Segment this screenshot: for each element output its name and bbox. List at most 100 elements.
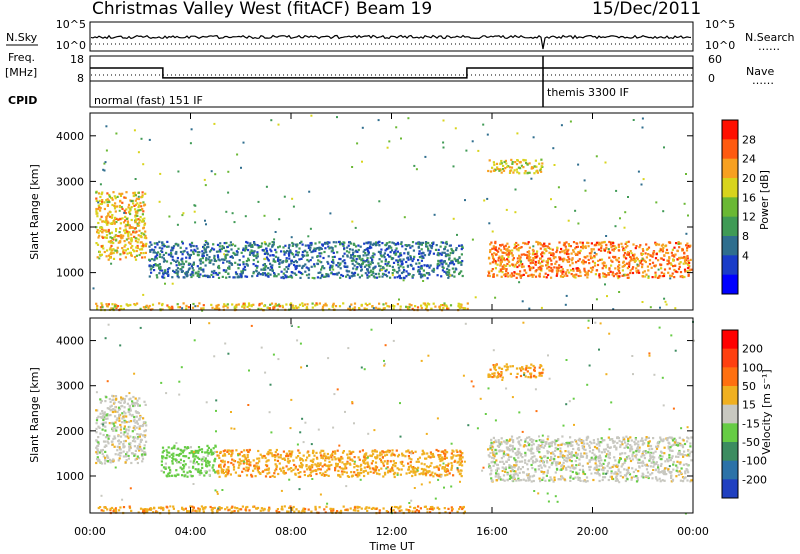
data-cell xyxy=(256,274,259,277)
data-cell xyxy=(545,264,548,267)
data-cell xyxy=(644,450,647,453)
data-cell xyxy=(264,456,267,460)
data-cell xyxy=(593,261,596,265)
data-cell xyxy=(538,241,541,245)
data-cell xyxy=(518,257,521,260)
data-cell xyxy=(622,260,625,263)
data-cell xyxy=(101,199,104,202)
data-cell xyxy=(351,253,355,256)
data-cell xyxy=(455,259,458,263)
data-cell xyxy=(142,453,145,456)
data-cell xyxy=(96,243,100,246)
data-cell xyxy=(419,275,422,278)
colorbar-tick-label: 24 xyxy=(742,153,756,166)
data-cell xyxy=(296,251,299,254)
data-cell xyxy=(671,272,674,275)
data-cell xyxy=(321,274,324,277)
data-cell xyxy=(117,400,120,404)
data-cell xyxy=(547,273,550,277)
data-cell xyxy=(649,445,652,448)
data-cell xyxy=(136,461,139,465)
data-cell xyxy=(112,460,115,463)
data-cell xyxy=(201,250,204,253)
data-cell xyxy=(112,395,115,398)
data-cell xyxy=(373,276,376,279)
data-cell xyxy=(282,250,286,253)
data-cell xyxy=(639,260,642,263)
data-cell xyxy=(429,245,433,248)
data-cell xyxy=(187,456,190,460)
data-cell xyxy=(265,468,268,471)
data-cell xyxy=(98,209,101,212)
data-cell xyxy=(515,163,519,166)
data-cell xyxy=(298,258,301,261)
data-cell xyxy=(109,241,112,244)
freq-tick-high: 18 xyxy=(70,53,84,66)
data-cell xyxy=(379,252,382,255)
data-cell xyxy=(119,435,123,438)
data-cell xyxy=(401,262,404,265)
data-cell xyxy=(356,273,360,276)
data-cell xyxy=(326,464,329,468)
data-cell xyxy=(515,245,518,248)
data-cell xyxy=(446,249,449,252)
data-cell xyxy=(323,463,326,467)
data-cell xyxy=(286,460,289,463)
data-cell xyxy=(346,460,349,463)
data-cell xyxy=(313,277,316,280)
data-cell xyxy=(324,459,327,462)
data-cell xyxy=(95,451,98,454)
data-cell xyxy=(103,411,106,414)
data-cell xyxy=(283,195,286,198)
y-tick-label: 1000 xyxy=(56,267,84,280)
data-cell xyxy=(576,253,579,256)
data-cell xyxy=(389,460,392,463)
data-cell xyxy=(683,275,686,279)
data-cell xyxy=(297,449,300,452)
data-cell xyxy=(344,465,347,468)
data-cell xyxy=(358,307,361,310)
data-cell xyxy=(133,256,137,259)
data-cell xyxy=(95,446,98,449)
data-cell xyxy=(417,466,420,469)
data-cell xyxy=(110,196,113,199)
data-cell xyxy=(679,275,682,278)
data-cell xyxy=(181,253,184,256)
data-cell xyxy=(350,471,353,474)
data-cell xyxy=(397,263,400,266)
data-cell xyxy=(607,272,610,275)
data-cell xyxy=(339,458,342,461)
data-cell xyxy=(578,252,581,255)
data-cell xyxy=(268,449,271,452)
data-cell xyxy=(606,443,609,446)
data-cell xyxy=(272,258,275,261)
data-cell xyxy=(96,458,99,461)
data-cell xyxy=(540,306,543,309)
data-cell xyxy=(196,469,199,472)
data-cell xyxy=(195,461,199,464)
data-cell xyxy=(426,302,429,305)
data-cell xyxy=(519,167,522,170)
data-cell xyxy=(237,267,240,270)
data-cell xyxy=(119,240,122,243)
data-cell xyxy=(537,260,540,263)
data-cell xyxy=(220,258,223,261)
data-cell xyxy=(176,273,179,276)
data-cell xyxy=(154,255,157,258)
data-cell xyxy=(593,256,596,259)
data-cell xyxy=(393,252,396,255)
data-cell xyxy=(491,261,494,264)
data-cell xyxy=(675,464,678,467)
data-cell xyxy=(405,244,408,247)
data-cell xyxy=(648,448,651,451)
data-cell xyxy=(510,272,513,275)
data-cell xyxy=(418,250,421,253)
data-cell xyxy=(126,454,129,457)
data-cell xyxy=(360,268,363,271)
data-cell xyxy=(129,212,132,216)
data-cell xyxy=(134,410,137,413)
data-cell xyxy=(197,446,201,449)
data-cell xyxy=(437,248,440,251)
data-cell xyxy=(390,257,393,261)
data-cell xyxy=(142,417,145,420)
